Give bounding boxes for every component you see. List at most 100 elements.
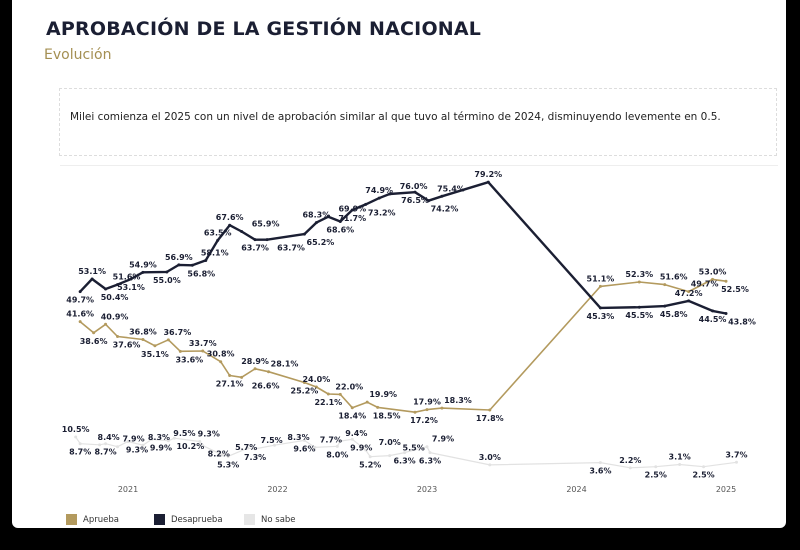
data-label-aprueba: 52.5% bbox=[721, 285, 749, 294]
legend-item-aprueba: Aprueba bbox=[66, 514, 119, 525]
data-label-no-sabe: 6.3% bbox=[393, 457, 415, 466]
data-point-aprueba bbox=[314, 385, 318, 389]
data-point-aprueba bbox=[338, 392, 342, 396]
data-point-aprueba bbox=[141, 337, 145, 341]
data-point-desaprueba bbox=[216, 238, 220, 242]
data-point-aprueba bbox=[425, 408, 429, 412]
legend-label: Desaprueba bbox=[171, 515, 223, 525]
data-label-desaprueba: 45.8% bbox=[660, 310, 688, 319]
data-label-aprueba: 17.8% bbox=[476, 414, 504, 423]
data-point-desaprueba bbox=[377, 196, 381, 200]
data-label-no-sabe: 2.5% bbox=[692, 471, 714, 480]
data-point-aprueba bbox=[711, 277, 715, 281]
data-point-aprueba bbox=[326, 392, 330, 396]
data-label-desaprueba: 53.1% bbox=[117, 283, 145, 292]
data-point-no-sabe bbox=[74, 435, 78, 439]
data-label-aprueba: 41.6% bbox=[66, 310, 94, 319]
data-label-aprueba: 37.6% bbox=[113, 341, 141, 350]
data-label-no-sabe: 7.3% bbox=[244, 453, 266, 462]
data-point-desaprueba bbox=[426, 199, 430, 203]
data-point-no-sabe bbox=[116, 445, 120, 449]
data-label-desaprueba: 63.7% bbox=[241, 244, 269, 253]
data-point-no-sabe bbox=[628, 466, 632, 470]
data-label-no-sabe: 9.4% bbox=[345, 429, 367, 438]
report-panel: APROBACIÓN DE LA GESTIÓN NACIONAL Evoluc… bbox=[12, 0, 786, 528]
x-tick-label: 2024 bbox=[566, 485, 586, 494]
data-label-no-sabe: 8.3% bbox=[287, 433, 309, 442]
data-point-no-sabe bbox=[678, 462, 682, 466]
data-label-no-sabe: 5.2% bbox=[359, 461, 381, 470]
data-point-aprueba bbox=[663, 283, 667, 287]
data-label-aprueba: 38.6% bbox=[80, 337, 108, 346]
data-point-desaprueba bbox=[486, 180, 490, 184]
data-point-desaprueba bbox=[724, 312, 728, 316]
data-point-no-sabe bbox=[364, 448, 368, 452]
data-label-aprueba: 30.8% bbox=[207, 350, 235, 359]
data-label-no-sabe: 8.3% bbox=[148, 433, 170, 442]
data-point-aprueba bbox=[253, 367, 257, 371]
data-point-aprueba bbox=[376, 405, 380, 409]
data-label-no-sabe: 6.3% bbox=[419, 457, 441, 466]
series-lines bbox=[74, 180, 738, 470]
data-label-no-sabe: 8.7% bbox=[69, 448, 91, 457]
data-point-desaprueba bbox=[104, 287, 108, 291]
data-point-desaprueba bbox=[314, 221, 318, 225]
note-box: Milei comienza el 2025 con un nivel de a… bbox=[59, 88, 777, 156]
data-point-no-sabe bbox=[302, 438, 306, 442]
data-point-aprueba bbox=[637, 280, 641, 284]
data-point-no-sabe bbox=[201, 444, 205, 448]
data-point-desaprueba bbox=[711, 309, 715, 313]
legend-label: No sabe bbox=[261, 515, 296, 525]
data-label-aprueba: 49.7% bbox=[691, 280, 719, 289]
data-point-aprueba bbox=[302, 381, 306, 385]
data-point-desaprueba bbox=[663, 304, 667, 308]
data-point-desaprueba bbox=[598, 306, 602, 310]
data-label-desaprueba: 65.9% bbox=[252, 220, 280, 229]
data-point-no-sabe bbox=[335, 444, 339, 448]
data-point-no-sabe bbox=[253, 447, 257, 451]
data-point-no-sabe bbox=[488, 463, 492, 467]
data-point-desaprueba bbox=[240, 230, 244, 234]
data-label-no-sabe: 5.5% bbox=[403, 444, 425, 453]
data-label-desaprueba: 50.4% bbox=[101, 293, 129, 302]
data-label-no-sabe: 9.6% bbox=[293, 444, 315, 453]
data-point-no-sabe bbox=[654, 465, 658, 469]
legend-swatch-aprueba bbox=[66, 514, 77, 525]
data-label-no-sabe: 9.5% bbox=[173, 429, 195, 438]
data-point-desaprueba bbox=[141, 270, 145, 274]
data-point-aprueba bbox=[78, 320, 82, 324]
x-tick-label: 2025 bbox=[716, 485, 736, 494]
data-label-no-sabe: 3.7% bbox=[725, 450, 747, 459]
data-label-aprueba: 25.2% bbox=[291, 387, 319, 396]
data-label-aprueba: 33.6% bbox=[175, 355, 203, 364]
data-point-aprueba bbox=[440, 406, 444, 410]
data-point-no-sabe bbox=[141, 443, 145, 447]
data-label-no-sabe: 3.6% bbox=[589, 467, 611, 476]
data-label-no-sabe: 2.2% bbox=[619, 456, 641, 465]
data-label-aprueba: 22.1% bbox=[314, 398, 342, 407]
data-label-aprueba: 18.3% bbox=[444, 396, 472, 405]
data-point-no-sabe bbox=[104, 442, 108, 446]
data-label-aprueba: 36.8% bbox=[129, 327, 157, 336]
data-point-aprueba bbox=[724, 279, 728, 283]
data-label-aprueba: 33.7% bbox=[189, 339, 217, 348]
page-subtitle: Evolución bbox=[44, 47, 112, 63]
data-label-desaprueba: 56.8% bbox=[187, 269, 215, 278]
data-label-desaprueba: 43.8% bbox=[728, 318, 756, 327]
data-point-desaprueba bbox=[388, 192, 392, 196]
data-point-desaprueba bbox=[265, 238, 269, 242]
data-point-no-sabe bbox=[273, 443, 277, 447]
data-label-no-sabe: 9.9% bbox=[150, 443, 172, 452]
series-line-aprueba bbox=[79, 278, 727, 413]
data-label-aprueba: 28.9% bbox=[241, 357, 269, 366]
data-label-desaprueba: 68.3% bbox=[302, 211, 330, 220]
data-point-desaprueba bbox=[687, 299, 691, 303]
data-labels: 49.7%53.1%50.4%51.6%53.1%54.9%55.0%56.9%… bbox=[62, 170, 756, 480]
data-point-no-sabe bbox=[428, 451, 432, 455]
data-label-desaprueba: 45.3% bbox=[587, 312, 615, 321]
data-label-no-sabe: 9.9% bbox=[350, 443, 372, 452]
data-point-no-sabe bbox=[388, 454, 392, 458]
data-point-no-sabe bbox=[313, 445, 317, 449]
data-label-aprueba: 18.5% bbox=[373, 411, 401, 420]
data-point-aprueba bbox=[201, 349, 205, 353]
